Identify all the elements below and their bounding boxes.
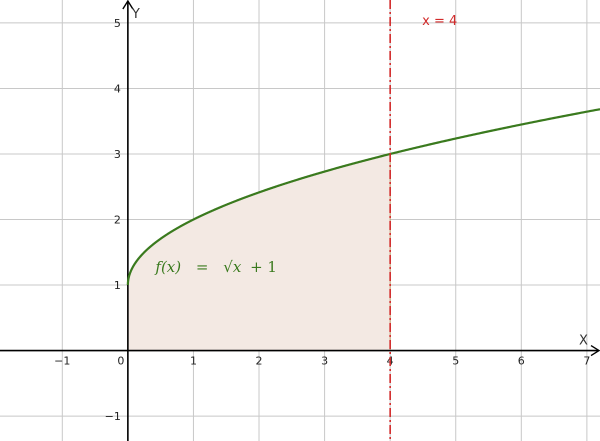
x-axis-arrow [590, 344, 600, 357]
y-tick-label: 2 [114, 214, 121, 227]
y-tick-label: 5 [114, 17, 121, 30]
y-tick-label: −1 [105, 410, 121, 423]
x-axis-label: X [579, 334, 588, 349]
y-tick-label: 3 [114, 148, 121, 161]
x-tick-label: 2 [256, 355, 263, 368]
x-tick-label: 3 [321, 355, 328, 368]
function-curve [126, 108, 600, 286]
y-tick-label: 4 [114, 82, 121, 95]
x-tick-label: 5 [452, 355, 459, 368]
x-tick-label: 7 [583, 355, 590, 368]
x-tick-label: −1 [54, 355, 70, 368]
function-label-plus-one: + 1 [250, 258, 277, 276]
function-label-lhs: f(x) [154, 258, 181, 276]
y-axis-arrow [122, 0, 134, 10]
x-tick-label: 1 [190, 355, 197, 368]
function-label: f(x) = √x + 1 [154, 258, 277, 276]
y-axis-label: Y [131, 7, 140, 22]
x-tick-label: 6 [518, 355, 525, 368]
y-tick-label: 1 [114, 279, 121, 292]
vertical-line-label: x = 4 [422, 14, 457, 29]
function-label-sqrt: √x [223, 258, 242, 276]
origin-label: 0 [117, 355, 124, 368]
function-label-eq: = [196, 258, 209, 276]
